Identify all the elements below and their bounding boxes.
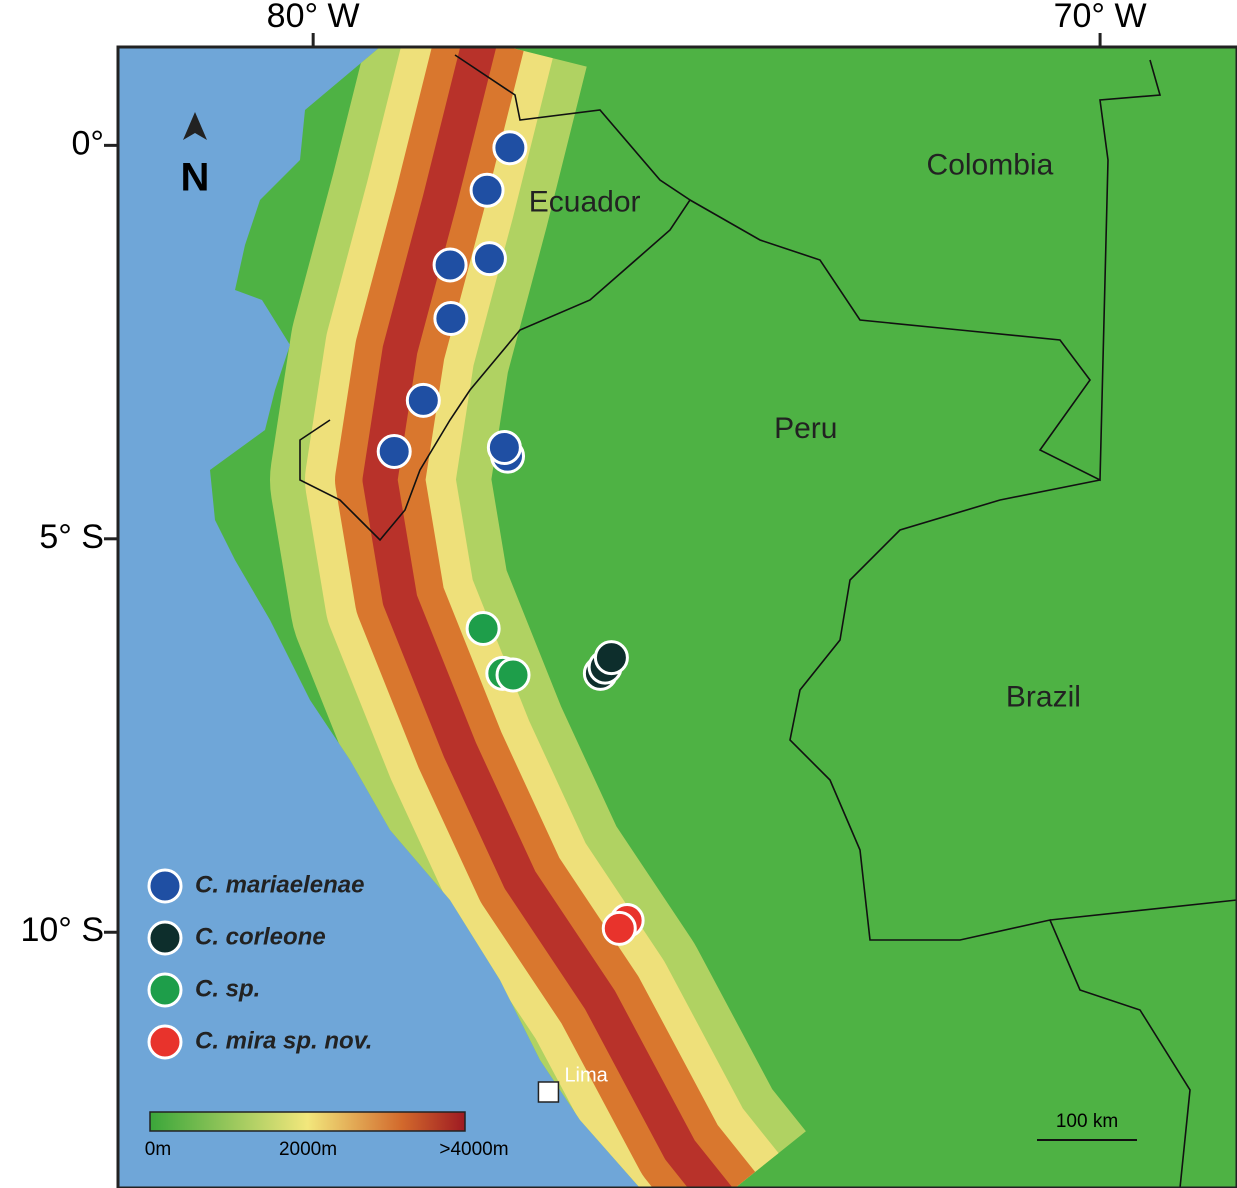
locality xyxy=(469,172,505,208)
locality xyxy=(432,247,468,283)
city-marker xyxy=(537,1081,560,1103)
locality xyxy=(465,611,501,647)
legend-marker xyxy=(147,920,183,956)
locality xyxy=(492,130,528,166)
locality xyxy=(433,300,469,336)
legend-label: C. mira sp. nov. xyxy=(195,1027,372,1054)
y-tick-label: 0° xyxy=(71,124,104,162)
locality xyxy=(495,657,531,693)
colorbar-label: >4000m xyxy=(439,1139,508,1160)
colorbar-label: 0m xyxy=(145,1139,171,1160)
x-tick-label: 70° W xyxy=(1054,0,1147,35)
legend: C. mariaelenae C. corleone C. sp. C. mira s… xyxy=(147,868,372,1060)
scale-bar: 100 km xyxy=(1037,1111,1137,1141)
colorbar: 0m 2000m >4000m xyxy=(145,1111,509,1160)
legend-label: C. sp. xyxy=(195,975,260,1002)
legend-marker xyxy=(147,868,183,904)
locality xyxy=(405,382,441,418)
country-label: Colombia xyxy=(927,149,1054,182)
city-label: Lima xyxy=(564,1064,608,1086)
north-label: N xyxy=(181,156,210,200)
map-body xyxy=(118,47,1237,1188)
locality xyxy=(593,640,629,676)
locality xyxy=(486,430,522,466)
legend-label: C. corleone xyxy=(195,923,326,950)
borders xyxy=(299,54,1237,1188)
country-label: Brazil xyxy=(1006,680,1081,713)
y-tick-label: 5° S xyxy=(39,518,104,556)
country-label: Peru xyxy=(774,412,837,445)
legend-marker xyxy=(147,1024,183,1060)
frame xyxy=(116,45,1237,1188)
country-label: Ecuador xyxy=(529,186,641,219)
locality xyxy=(376,433,412,469)
legend-marker xyxy=(147,972,183,1008)
locality xyxy=(601,910,637,946)
colorbar-label: 2000m xyxy=(279,1139,337,1160)
scale-label: 100 km xyxy=(1056,1111,1118,1132)
legend-label: C. mariaelenae xyxy=(195,871,364,898)
x-tick-label: 80° W xyxy=(267,0,360,35)
y-tick-label: 10° S xyxy=(20,911,104,949)
north-arrow: N xyxy=(181,112,210,200)
locality xyxy=(471,241,507,277)
